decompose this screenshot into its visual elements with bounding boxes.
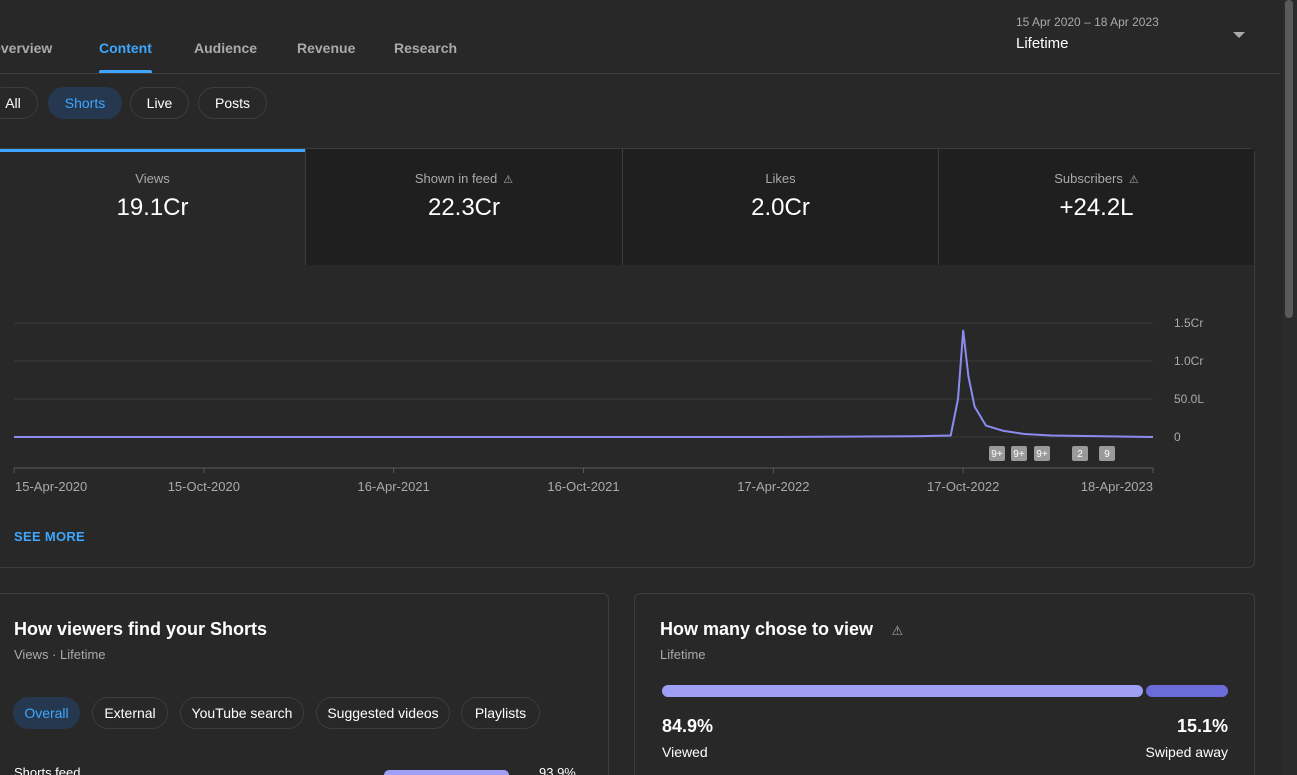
tab-content[interactable]: Content [99,40,152,56]
metric-views[interactable]: Views 19.1Cr [0,149,305,265]
annotation-label: 9+ [991,449,1003,460]
metric-value: 2.0Cr [751,194,810,221]
y-tick-label: 1.0Cr [1174,354,1203,368]
annotation-marker [1011,446,1027,461]
scrollbar-thumb[interactable] [1285,0,1293,318]
x-tick-label: 16-Oct-2021 [547,479,619,494]
date-range-picker[interactable]: 15 Apr 2020 – 18 Apr 2023 Lifetime [1016,15,1246,59]
metric-value: +24.2L [1059,194,1134,221]
divider [938,149,939,265]
chip-all[interactable]: All [0,87,38,119]
chip-youtube-search[interactable]: YouTube search [180,697,304,729]
metric-value: 19.1Cr [116,194,189,221]
see-more-link[interactable]: SEE MORE [14,529,86,544]
source-row-value: 93.9% [539,765,576,775]
swiped-bar [1146,685,1228,697]
metric-label: Subscribers [1054,171,1123,186]
chose-to-view-panel [634,593,1255,775]
chip-live[interactable]: Live [130,87,189,119]
x-tick-label: 17-Apr-2022 [737,479,809,494]
top-nav: Overview Content Audience Revenue Resear… [0,0,1280,74]
x-tick-label: 16-Apr-2021 [358,479,430,494]
source-row-bar [384,770,509,775]
date-range-text: 15 Apr 2020 – 18 Apr 2023 [1016,15,1159,29]
annotation-marker [1072,446,1088,461]
metric-label: Likes [765,171,796,186]
x-tick-label: 15-Oct-2020 [168,479,240,494]
traffic-source-panel [0,593,609,775]
viewed-label: Viewed [662,744,708,760]
divider [622,149,623,265]
metric-subscribers[interactable]: Subscribers ⚠ +24.2L [939,149,1254,265]
annotation-label: 2 [1077,449,1083,460]
warning-icon: ⚠ [891,623,904,638]
views-series-line [14,329,1154,438]
chip-playlists[interactable]: Playlists [461,697,540,729]
chip-suggested-videos[interactable]: Suggested videos [316,697,450,729]
metric-label: Shown in feed [414,171,498,186]
chevron-down-icon[interactable] [1233,32,1245,38]
viewed-bar [662,685,1143,697]
warning-icon: ⚠ [503,174,514,186]
swiped-label: Swiped away [1145,744,1229,760]
annotation-marker [1034,446,1050,461]
metric-shown-in-feed[interactable]: Shown in feed ⚠ 22.3Cr [306,149,622,265]
x-tick-label: 15-Apr-2020 [15,479,87,494]
annotation-label: 9 [1104,449,1110,460]
tab-research[interactable]: Research [394,40,458,56]
panel-subtitle: Views · Lifetime [14,647,106,662]
date-range-label: Lifetime [1016,35,1069,52]
chip-overall[interactable]: Overall [13,697,80,729]
views-line-chart[interactable]: 1.5Cr 1.0Cr 50.0L 0 15-Apr-2020 15-Oct-2020 16… [0,300,1254,505]
chip-posts[interactable]: Posts [198,87,267,119]
metric-likes[interactable]: Likes 2.0Cr [623,149,938,265]
viewed-percent: 84.9% [662,716,714,736]
swiped-percent: 15.1% [1176,716,1228,736]
annotation-marker [1099,446,1115,461]
source-row-label: Shorts feed [14,765,81,775]
panel-subtitle: Lifetime [660,647,706,662]
y-tick-label: 50.0L [1174,392,1204,406]
annotation-marker [989,446,1005,461]
divider [305,149,306,265]
active-tab-indicator [99,70,152,73]
panel-title: How many chose to view [660,619,874,639]
annotation-label: 9+ [1013,449,1025,460]
chip-external[interactable]: External [92,697,168,729]
x-tick-label: 17-Oct-2022 [927,479,999,494]
tab-overview[interactable]: Overview [0,40,53,56]
tab-audience[interactable]: Audience [194,40,258,56]
y-tick-label: 1.5Cr [1174,316,1203,330]
tab-revenue[interactable]: Revenue [297,40,356,56]
x-tick-label: 18-Apr-2023 [1081,479,1153,494]
annotation-label: 9+ [1036,449,1048,460]
warning-icon: ⚠ [1128,174,1139,186]
metric-value: 22.3Cr [427,194,501,221]
chip-shorts[interactable]: Shorts [48,87,122,119]
panel-title: How viewers find your Shorts [14,619,268,639]
y-tick-label: 0 [1174,430,1181,444]
metric-label: Views [135,171,170,186]
